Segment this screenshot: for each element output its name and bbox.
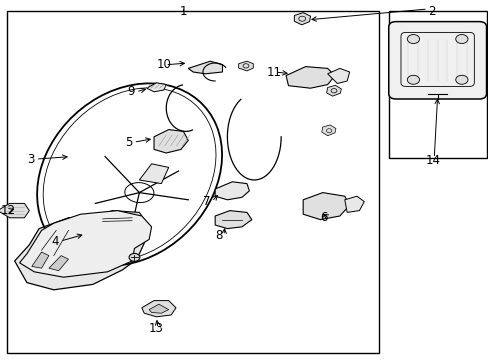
Ellipse shape (455, 35, 467, 44)
Polygon shape (215, 211, 251, 229)
FancyBboxPatch shape (388, 22, 486, 99)
Text: 6: 6 (320, 211, 327, 224)
Text: 4: 4 (51, 235, 59, 248)
Polygon shape (20, 211, 151, 277)
Polygon shape (139, 164, 168, 184)
Polygon shape (93, 211, 144, 229)
Ellipse shape (455, 75, 467, 84)
Polygon shape (49, 256, 68, 271)
Text: 12: 12 (1, 204, 16, 217)
Bar (388, 11, 486, 158)
Text: 10: 10 (156, 58, 171, 71)
Polygon shape (215, 182, 249, 200)
Ellipse shape (129, 253, 140, 261)
Polygon shape (188, 61, 222, 74)
Ellipse shape (407, 75, 419, 84)
Polygon shape (294, 13, 310, 25)
Text: 5: 5 (124, 136, 132, 149)
Polygon shape (326, 85, 341, 96)
Text: 13: 13 (149, 322, 163, 335)
Polygon shape (303, 193, 349, 220)
Polygon shape (146, 83, 166, 92)
Text: 2: 2 (427, 5, 434, 18)
Text: 1: 1 (179, 5, 187, 18)
Polygon shape (327, 68, 349, 84)
Bar (7, 11, 378, 353)
Polygon shape (0, 203, 29, 218)
Text: 7: 7 (203, 195, 210, 208)
Text: 3: 3 (27, 153, 34, 166)
Text: 9: 9 (127, 85, 134, 98)
Polygon shape (285, 67, 334, 88)
Polygon shape (149, 304, 168, 313)
Text: 8: 8 (215, 229, 222, 242)
Polygon shape (238, 61, 253, 71)
Text: 11: 11 (266, 66, 281, 78)
Ellipse shape (407, 35, 419, 44)
Polygon shape (32, 252, 49, 268)
Polygon shape (344, 196, 364, 212)
Polygon shape (154, 130, 188, 153)
Polygon shape (15, 216, 146, 290)
Text: 14: 14 (425, 154, 440, 167)
Polygon shape (142, 301, 176, 317)
Polygon shape (321, 125, 335, 136)
